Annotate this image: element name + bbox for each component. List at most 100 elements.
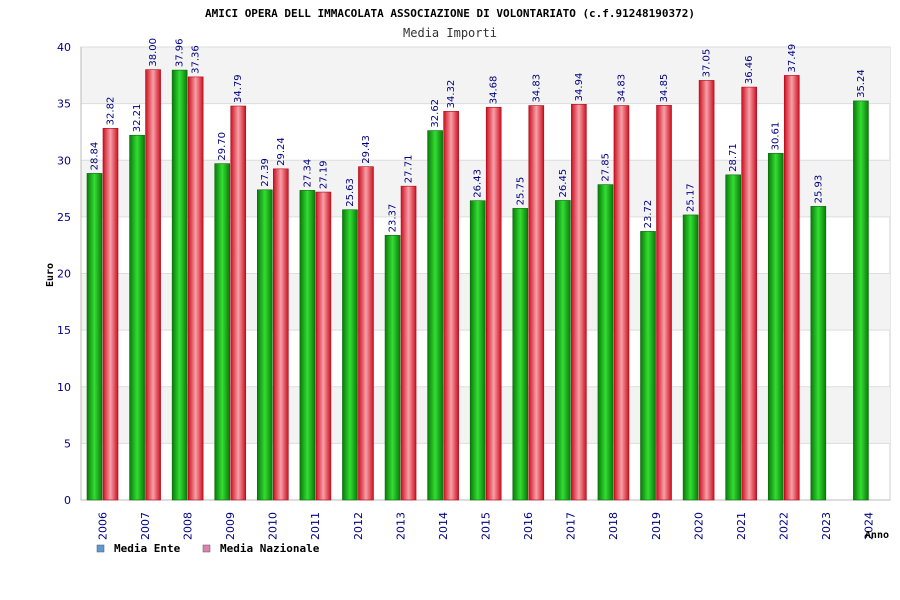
legend-swatch-media-nazionale [202, 544, 211, 553]
bar-media-ente-2023 [810, 206, 827, 501]
bar-media-ente-2015 [469, 200, 486, 501]
legend-label-media-ente: Media Ente [114, 542, 181, 555]
x-axis-label: Anno [865, 530, 889, 541]
value-label: 32.21 [132, 104, 143, 133]
x-tick-label: 2011 [309, 512, 322, 540]
value-labels-group: 28.84 32.82 32.21 38.00 37.96 37.36 29.70 34.79… [90, 38, 867, 232]
x-tick-label: 2009 [224, 512, 237, 540]
bar-media-nazionale-2010 [273, 168, 289, 501]
bar-media-nazionale-2009 [230, 105, 247, 501]
value-label: 25.75 [515, 177, 526, 206]
value-label: 34.79 [233, 74, 244, 103]
bar-media-nazionale-2013 [400, 185, 417, 501]
bar-media-nazionale-2006 [102, 128, 119, 501]
x-tick-label: 2022 [778, 512, 791, 540]
bar-media-nazionale-2011 [315, 191, 332, 501]
value-label: 27.34 [302, 159, 313, 188]
bar-media-ente-2024 [853, 100, 869, 501]
value-label: 29.43 [361, 135, 372, 164]
value-label: 34.83 [616, 74, 627, 103]
x-tick-label: 2023 [820, 512, 833, 540]
value-label: 32.62 [430, 99, 441, 128]
value-label: 37.36 [191, 45, 202, 74]
value-label: 37.05 [702, 49, 713, 78]
value-label: 28.84 [90, 142, 101, 171]
bar-media-nazionale-2022 [783, 75, 800, 501]
y-tick-label: 5 [64, 437, 71, 450]
value-label: 27.39 [260, 158, 271, 187]
bar-media-nazionale-2007 [145, 69, 161, 501]
value-label: 34.94 [574, 73, 585, 102]
bar-media-ente-2006 [86, 173, 103, 501]
y-tick-label: 15 [57, 324, 71, 337]
legend-label-media-nazionale: Media Nazionale [220, 542, 320, 555]
value-label: 23.37 [388, 204, 399, 233]
bar-media-ente-2010 [257, 189, 273, 501]
value-label: 25.17 [686, 183, 697, 212]
y-tick-label: 40 [57, 41, 71, 54]
bar-media-ente-2011 [299, 190, 316, 501]
bar-media-nazionale-2021 [741, 86, 757, 501]
bar-media-nazionale-2018 [613, 105, 630, 501]
bar-media-nazionale-2014 [443, 111, 459, 501]
x-tick-label: 2012 [352, 512, 365, 540]
bar-media-ente-2016 [512, 208, 529, 501]
value-label: 34.32 [446, 80, 457, 109]
x-tick-label: 2010 [267, 512, 280, 540]
bar-media-ente-2018 [597, 184, 614, 501]
legend: Media Ente Media Nazionale [96, 542, 320, 555]
value-label: 32.82 [106, 97, 117, 126]
value-label: 30.61 [771, 122, 782, 151]
x-tick-label: 2013 [394, 512, 407, 540]
value-label: 37.49 [787, 44, 798, 73]
y-axis: 0 5 10 15 20 25 30 35 40 [57, 41, 71, 507]
value-label: 26.43 [473, 169, 484, 198]
bar-media-nazionale-2008 [187, 76, 204, 501]
value-label: 25.63 [345, 178, 356, 207]
y-tick-label: 20 [57, 268, 71, 281]
bars-group [86, 69, 869, 501]
value-label: 29.24 [276, 137, 287, 166]
legend-swatch-media-ente [96, 544, 105, 553]
value-label: 37.96 [175, 38, 186, 67]
y-tick-label: 25 [57, 211, 71, 224]
value-label: 34.85 [659, 74, 670, 103]
x-tick-label: 2007 [139, 512, 152, 540]
value-label: 35.24 [856, 69, 867, 98]
bar-media-ente-2009 [214, 163, 231, 501]
bar-media-ente-2022 [767, 153, 784, 501]
value-label: 27.85 [600, 153, 611, 182]
y-axis-label: Euro [45, 263, 56, 287]
value-label: 27.19 [318, 160, 329, 189]
x-axis: 2006 2007 2008 2009 2010 2011 2012 2013 2014 2015… [96, 512, 875, 540]
x-tick-label: 2016 [522, 512, 535, 540]
x-tick-label: 2015 [480, 512, 493, 540]
chart-title: AMICI OPERA DELL IMMACOLATA ASSOCIAZIONE… [205, 7, 695, 20]
x-tick-label: 2018 [607, 512, 620, 540]
bar-media-nazionale-2016 [528, 105, 545, 501]
x-tick-label: 2008 [181, 512, 194, 540]
bar-media-ente-2021 [725, 174, 741, 501]
value-label: 26.45 [558, 169, 569, 198]
x-tick-label: 2006 [96, 512, 109, 540]
x-tick-label: 2021 [735, 512, 748, 540]
x-tick-label: 2014 [437, 512, 450, 540]
bar-media-nazionale-2019 [656, 105, 672, 501]
bar-media-nazionale-2012 [358, 166, 374, 501]
bar-media-ente-2007 [129, 134, 145, 501]
value-label: 23.72 [643, 200, 654, 229]
y-tick-label: 10 [57, 381, 71, 394]
value-label: 28.71 [728, 143, 739, 172]
value-label: 36.46 [744, 55, 755, 84]
x-tick-label: 2020 [692, 512, 705, 540]
bar-media-ente-2014 [427, 130, 443, 501]
bar-media-ente-2008 [171, 69, 188, 501]
bar-media-ente-2013 [384, 235, 401, 501]
bar-media-nazionale-2015 [485, 106, 502, 501]
value-label: 25.93 [813, 175, 824, 204]
value-label: 38.00 [148, 38, 159, 67]
bar-media-ente-2019 [640, 231, 656, 501]
y-tick-label: 30 [57, 154, 71, 167]
bar-media-nazionale-2017 [571, 104, 587, 501]
